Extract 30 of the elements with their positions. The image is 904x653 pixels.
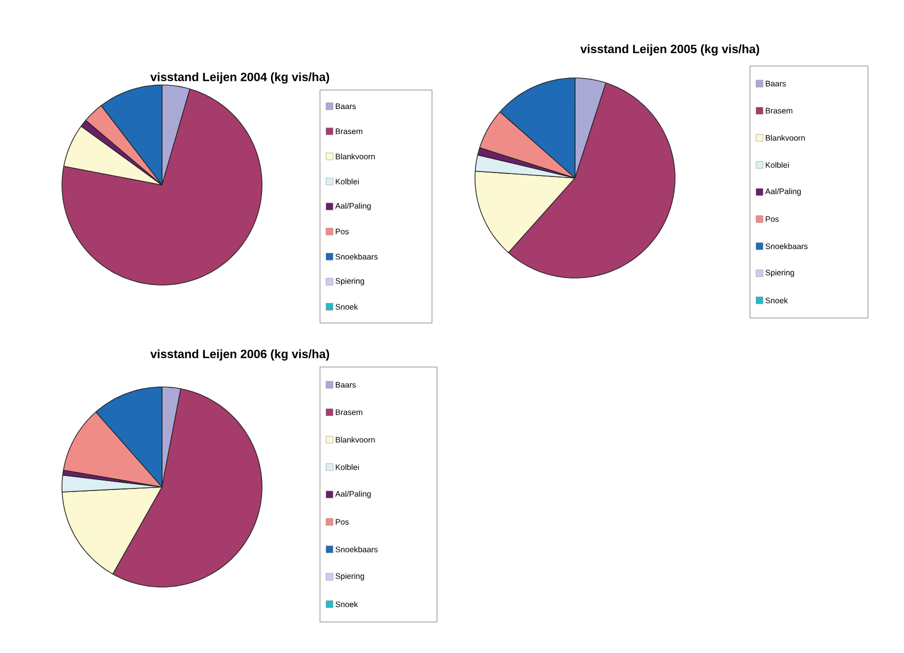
legend-label: Snoekbaars	[336, 546, 378, 552]
legend-label: Kolblei	[766, 162, 789, 168]
legend-label: Pos	[766, 216, 779, 222]
legend-label: Kolblei	[336, 178, 359, 184]
legend-label: Kolblei	[336, 464, 359, 470]
legend-label: Blankvoorn	[766, 134, 805, 141]
legend-label: Blankvoorn	[336, 436, 375, 443]
legend-label: Snoek	[766, 297, 788, 304]
legend-label: Aal/Paling	[335, 490, 371, 498]
legend-label: Snoekbaars	[766, 243, 808, 250]
legend-label: Baars	[766, 80, 786, 86]
legend-label: Blankvoorn	[336, 153, 375, 160]
legend-label: Snoekbaars	[336, 254, 378, 260]
chart-title: visstand Leijen 2006 (kg vis/ha)	[150, 349, 330, 361]
legend-label: Spiering	[336, 573, 364, 580]
legend-label: Pos	[336, 519, 349, 525]
legend-label: Brasem	[336, 128, 362, 134]
chart-title: visstand Leijen 2005 (kg vis/ha)	[580, 44, 760, 56]
legend-label: Aal/Paling	[765, 188, 801, 196]
legend-label: Spiering	[766, 270, 794, 278]
legend-label: Brasem	[336, 409, 362, 416]
legend-label: Aal/Paling	[335, 202, 371, 210]
chart-title: visstand Leijen 2004 (kg vis/ha)	[150, 72, 330, 84]
legend-label: Brasem	[766, 108, 792, 114]
legend-label: Spiering	[336, 278, 364, 286]
legend-label: Baars	[336, 103, 356, 110]
legend-label: Pos	[336, 228, 349, 234]
legend-label: Snoek	[336, 304, 358, 310]
legend-label: Snoek	[336, 601, 358, 608]
legend-label: Baars	[336, 382, 356, 388]
